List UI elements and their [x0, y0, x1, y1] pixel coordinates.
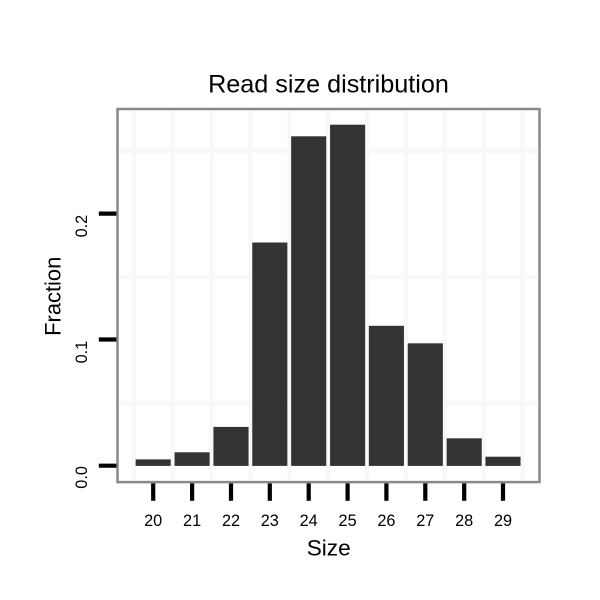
svg-text:22: 22 [222, 512, 240, 530]
svg-text:27: 27 [416, 512, 434, 530]
svg-text:29: 29 [494, 512, 512, 530]
svg-text:20: 20 [144, 512, 162, 530]
svg-text:24: 24 [300, 512, 318, 530]
svg-text:23: 23 [261, 512, 279, 530]
svg-text:28: 28 [455, 512, 473, 530]
svg-text:26: 26 [377, 512, 395, 530]
svg-text:Read size distribution: Read size distribution [208, 71, 449, 99]
svg-text:25: 25 [339, 512, 357, 530]
svg-text:Size: Size [307, 536, 351, 561]
svg-text:Fraction: Fraction [41, 257, 66, 336]
svg-text:21: 21 [183, 512, 201, 530]
svg-text:0.1: 0.1 [73, 341, 91, 364]
svg-text:0.0: 0.0 [73, 466, 91, 489]
svg-text:0.2: 0.2 [73, 215, 91, 238]
